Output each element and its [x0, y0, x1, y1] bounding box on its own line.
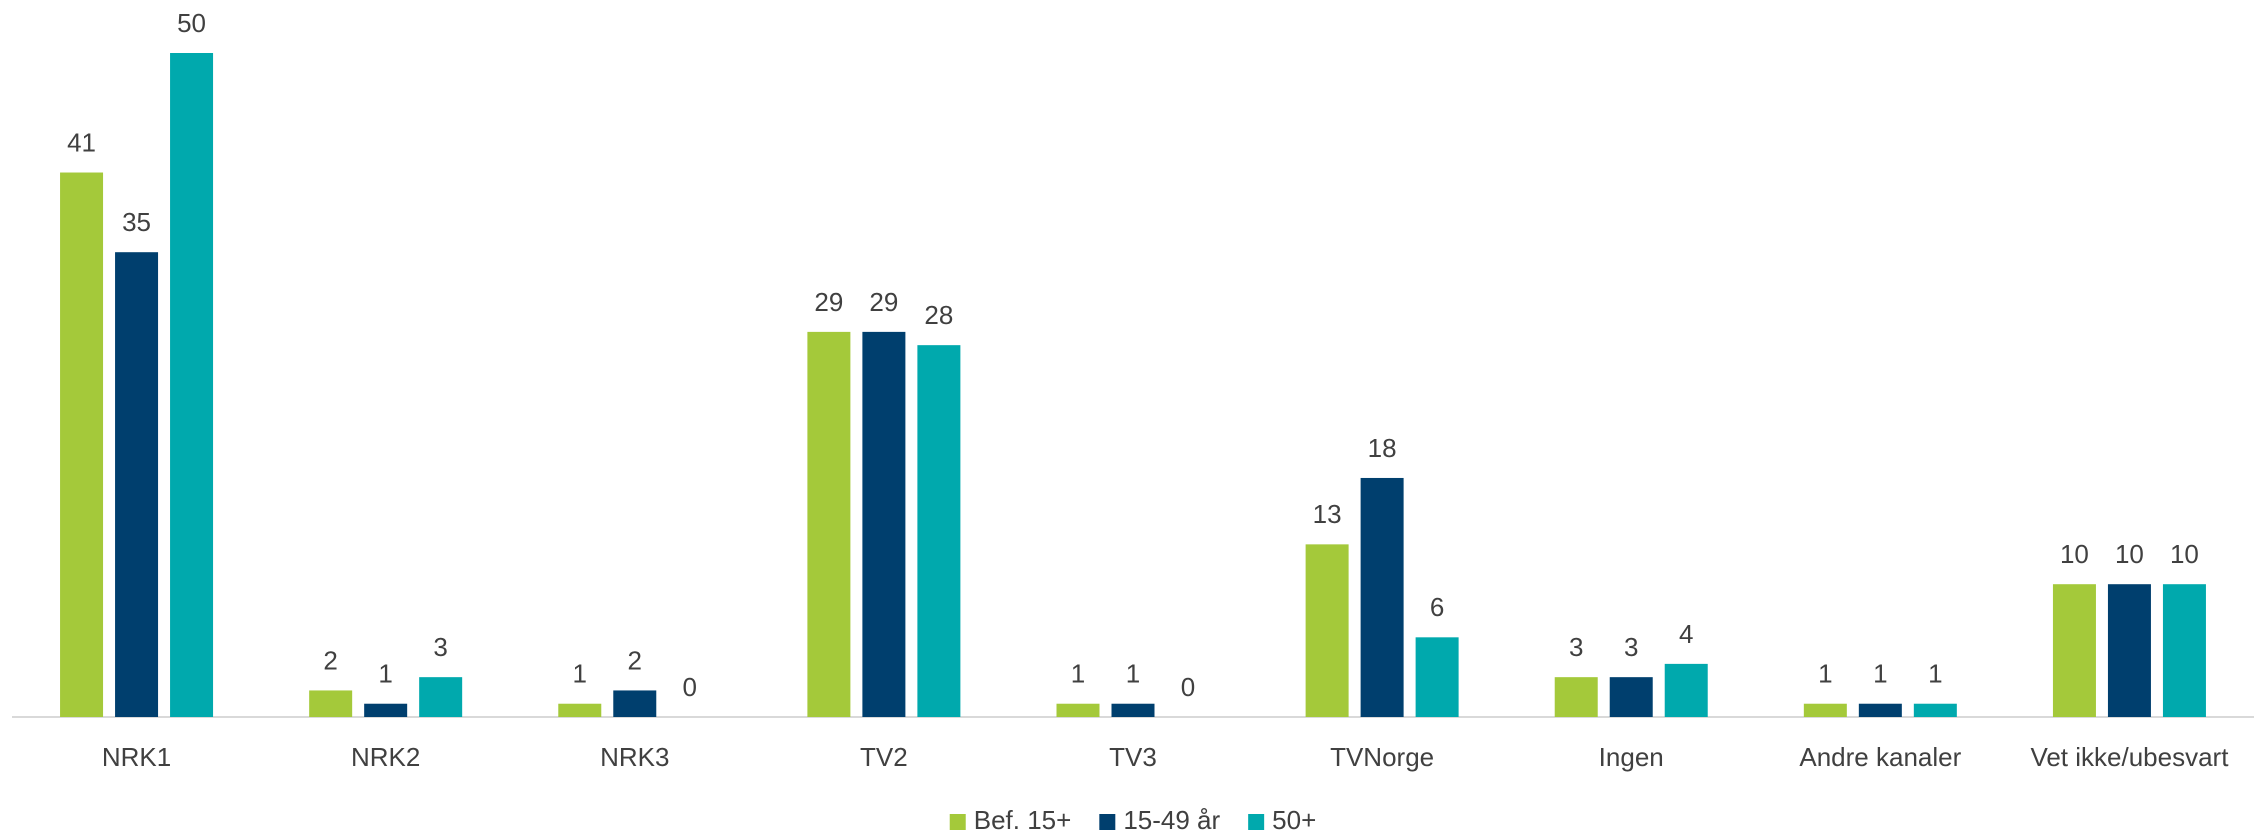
legend-item: Bef. 15+	[949, 805, 1072, 834]
data-label: 29	[814, 287, 843, 317]
data-label: 1	[573, 659, 587, 689]
bar	[1913, 703, 1957, 717]
bar	[1415, 637, 1459, 717]
data-label: 0	[1181, 672, 1195, 702]
bar	[1056, 703, 1100, 717]
data-label: 1	[1818, 659, 1832, 689]
bar	[1803, 703, 1847, 717]
bar	[1305, 544, 1349, 717]
data-label: 0	[683, 672, 697, 702]
data-label: 6	[1430, 592, 1444, 622]
bar	[419, 677, 463, 717]
x-tick-label: NRK2	[351, 742, 420, 772]
legend-label: 15-49 år	[1123, 805, 1220, 834]
data-label: 3	[1624, 632, 1638, 662]
x-tick-label: Ingen	[1599, 742, 1664, 772]
data-label: 41	[67, 127, 96, 157]
bar	[862, 331, 906, 717]
bar	[1111, 703, 1155, 717]
data-label: 1	[1873, 659, 1887, 689]
legend-item: 50+	[1248, 805, 1316, 834]
data-label: 35	[122, 207, 151, 237]
bar	[60, 172, 104, 717]
bar	[917, 345, 961, 717]
x-tick-label: TV3	[1109, 742, 1157, 772]
data-label: 10	[2115, 539, 2144, 569]
bar	[1664, 663, 1708, 717]
x-tick-label: TV2	[860, 742, 908, 772]
bar	[1554, 677, 1598, 717]
data-label: 1	[1071, 659, 1085, 689]
x-tick-label: Andre kanaler	[1799, 742, 1961, 772]
legend-swatch	[1099, 814, 1116, 830]
bar	[170, 53, 214, 717]
data-label: 1	[1928, 659, 1942, 689]
bar	[1609, 677, 1653, 717]
data-label: 1	[378, 659, 392, 689]
data-label: 10	[2170, 539, 2199, 569]
legend-label: 50+	[1272, 805, 1316, 834]
bar	[364, 703, 408, 717]
legend-swatch	[1248, 814, 1265, 830]
bar	[2162, 584, 2206, 717]
bar	[115, 252, 159, 717]
data-label: 29	[869, 287, 898, 317]
data-label: 50	[177, 8, 206, 38]
legend-label: Bef. 15+	[974, 805, 1072, 834]
data-label: 10	[2060, 539, 2089, 569]
x-tick-label: NRK3	[600, 742, 669, 772]
data-label: 28	[924, 300, 953, 330]
bar	[309, 690, 353, 717]
bar	[1858, 703, 1902, 717]
data-label: 3	[1569, 632, 1583, 662]
data-label: 4	[1679, 619, 1693, 649]
bar	[1360, 477, 1404, 717]
bar	[558, 703, 602, 717]
bar	[807, 331, 851, 717]
bar	[2052, 584, 2096, 717]
x-tick-label: NRK1	[102, 742, 171, 772]
x-tick-label: Vet ikke/ubesvart	[2030, 742, 2229, 772]
data-label: 13	[1313, 499, 1342, 529]
data-label: 18	[1368, 433, 1397, 463]
legend-item: 15-49 år	[1099, 805, 1220, 834]
bar	[613, 690, 657, 717]
data-label: 1	[1126, 659, 1140, 689]
data-label: 3	[433, 632, 447, 662]
data-label: 2	[628, 645, 642, 675]
bar	[2107, 584, 2151, 717]
data-label: 2	[323, 645, 337, 675]
x-tick-label: TVNorge	[1330, 742, 1434, 772]
legend-swatch	[949, 814, 966, 830]
